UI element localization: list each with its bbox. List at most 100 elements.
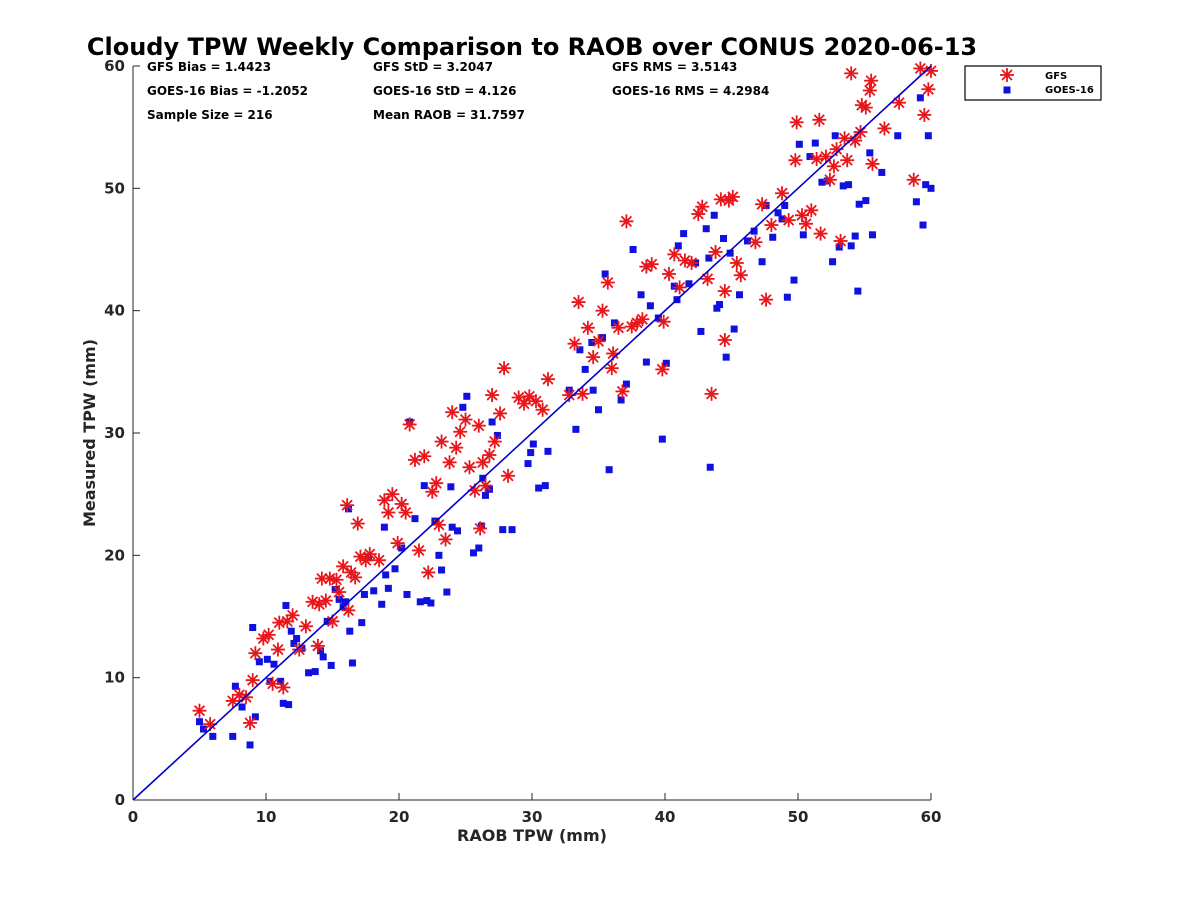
goes16-point: [475, 544, 483, 552]
goes16-point: [251, 713, 259, 721]
goes16-point: [493, 431, 501, 439]
gfs-point: [340, 498, 355, 513]
gfs-point: [312, 597, 327, 612]
gfs-point: [644, 257, 659, 272]
gfs-point: [285, 608, 300, 623]
gfs-point: [381, 505, 396, 520]
goes16-point: [255, 658, 263, 666]
goes16-point: [411, 515, 419, 523]
gfs-point: [639, 259, 654, 274]
goes16-point: [382, 571, 390, 579]
gfs-point: [840, 153, 855, 168]
goes16-point: [448, 523, 456, 531]
gfs-point: [781, 213, 796, 228]
gfs-bias-text: GFS Bias = 1.4423: [147, 60, 271, 74]
gfs-point: [501, 468, 516, 483]
sample-size-text: Sample Size = 216: [147, 108, 273, 122]
goes16-point: [605, 466, 613, 474]
goes16-point: [285, 701, 293, 709]
y-tick-label: 50: [104, 179, 125, 197]
goes16-point: [199, 725, 207, 733]
gfs-point: [700, 271, 715, 286]
goes16-point: [293, 635, 301, 643]
goes16-point: [829, 258, 837, 266]
gfs-point: [261, 627, 276, 642]
gfs-rms-text: GFS RMS = 3.5143: [612, 60, 737, 74]
goes16-point: [722, 353, 730, 361]
goes16-point: [348, 659, 356, 667]
goes16-point: [927, 184, 935, 192]
gfs-point: [804, 203, 819, 218]
gfs-point: [725, 189, 740, 204]
gfs-point: [600, 275, 615, 290]
goes16-point: [806, 153, 814, 161]
gfs-point: [775, 186, 790, 201]
goes16-point: [380, 523, 388, 531]
goes16-point: [646, 302, 654, 310]
goes16-point: [459, 403, 467, 411]
gfs-point: [458, 412, 473, 427]
goes16-point: [637, 291, 645, 299]
y-tick-label: 30: [104, 424, 125, 442]
gfs-point: [497, 361, 512, 376]
one-to-one-reference-line: [132, 65, 932, 801]
goes16-point: [360, 590, 368, 598]
goes16-point: [750, 227, 758, 235]
gfs-point: [192, 703, 207, 718]
gfs-point: [449, 440, 464, 455]
x-tick-label: 50: [788, 808, 809, 826]
goes16-point: [710, 211, 718, 219]
goes16-point: [427, 599, 435, 607]
goes16-point: [391, 565, 399, 573]
gfs-point: [341, 603, 356, 618]
goes16-point: [790, 276, 798, 284]
mean-raob-text: Mean RAOB = 31.7597: [373, 108, 525, 122]
gfs-point: [717, 284, 732, 299]
goes16-point: [823, 177, 831, 185]
goes16-point: [831, 132, 839, 140]
gfs-point: [276, 680, 291, 695]
goes16-point: [919, 221, 927, 229]
gfs-point: [434, 434, 449, 449]
goes16-point: [783, 293, 791, 301]
gfs-point: [390, 536, 405, 551]
statistics-block: GFS Bias = 1.4423 GOES-16 Bias = -1.2052…: [147, 60, 769, 122]
goes16-point: [423, 597, 431, 605]
goes16-point: [595, 406, 602, 414]
goes16-point: [370, 587, 378, 595]
goes16-point: [912, 198, 920, 206]
goes16-point: [735, 291, 743, 299]
goes16-point: [706, 463, 714, 471]
gfs-point: [619, 214, 634, 229]
goes16-point: [263, 655, 271, 663]
gfs-point: [826, 159, 841, 174]
gfs-point: [411, 543, 426, 558]
gfs-point: [764, 218, 779, 233]
gfs-point: [729, 255, 744, 270]
gfs-point: [655, 362, 670, 377]
gfs-point: [473, 521, 488, 536]
gfs-point: [265, 676, 280, 691]
gfs-point: [635, 312, 650, 327]
gfs-point: [748, 235, 763, 250]
goes16-point: [878, 168, 886, 176]
gfs-point: [798, 216, 813, 231]
goes16-point: [716, 301, 724, 309]
gfs-point: [862, 83, 877, 98]
gfs-point: [453, 424, 468, 439]
goes16-point: [720, 234, 728, 242]
goes16-point: [855, 200, 863, 208]
gfs-point: [733, 268, 748, 283]
goes16-point: [463, 392, 471, 400]
goes16-point: [416, 598, 424, 606]
goes16-point: [231, 682, 239, 690]
goes16-point: [622, 380, 630, 388]
gfs-point: [580, 320, 595, 335]
legend-gfs-label: GFS: [1045, 71, 1067, 82]
goes16-point: [346, 627, 354, 635]
gfs-point: [921, 82, 936, 97]
gfs-point: [917, 107, 932, 122]
gfs-point: [522, 389, 537, 404]
goes16-point: [524, 460, 532, 468]
